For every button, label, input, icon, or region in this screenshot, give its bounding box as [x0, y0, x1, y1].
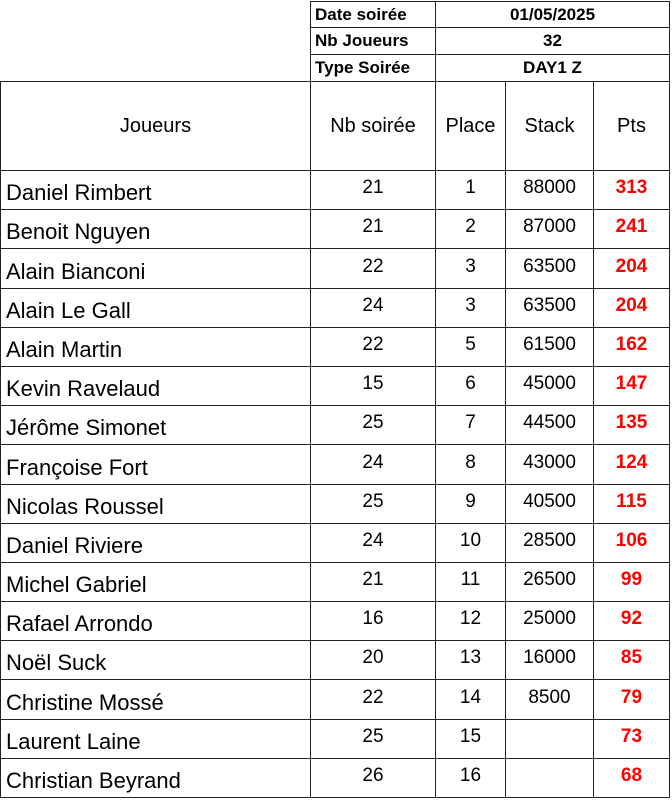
stack-cell[interactable]: 43000 [505, 444, 594, 485]
pts-cell[interactable]: 204 [593, 288, 670, 328]
pts-cell[interactable]: 92 [593, 601, 670, 641]
stack-cell[interactable]: 40500 [505, 484, 594, 524]
stack-cell[interactable] [505, 719, 594, 759]
pts-cell[interactable]: 135 [593, 405, 670, 445]
player-name[interactable]: Alain Martin [0, 327, 311, 367]
stack-cell[interactable]: 63500 [505, 248, 594, 289]
place-cell[interactable]: 10 [435, 523, 506, 563]
player-name[interactable]: Alain Bianconi [0, 248, 311, 289]
column-header: Nb soirée [310, 81, 436, 171]
nb-soiree-cell[interactable]: 25 [310, 719, 436, 759]
place-cell[interactable]: 11 [435, 562, 506, 602]
column-header: Stack [505, 81, 594, 171]
player-name[interactable]: Michel Gabriel [0, 562, 311, 602]
info-value[interactable]: DAY1 Z [435, 54, 670, 82]
pts-cell[interactable]: 99 [593, 562, 670, 602]
pts-cell[interactable]: 147 [593, 366, 670, 406]
player-name[interactable]: Rafael Arrondo [0, 601, 311, 641]
nb-soiree-cell[interactable]: 25 [310, 484, 436, 524]
player-name[interactable]: Laurent Laine [0, 719, 311, 759]
nb-soiree-cell[interactable]: 20 [310, 640, 436, 680]
nb-soiree-cell[interactable]: 24 [310, 288, 436, 328]
place-cell[interactable]: 1 [435, 170, 506, 210]
nb-soiree-cell[interactable]: 25 [310, 405, 436, 445]
stack-cell[interactable]: 88000 [505, 170, 594, 210]
stack-cell[interactable]: 25000 [505, 601, 594, 641]
info-label: Type Soirée [310, 54, 436, 82]
pts-cell[interactable]: 85 [593, 640, 670, 680]
player-name[interactable]: Noël Suck [0, 640, 311, 680]
player-name[interactable]: Françoise Fort [0, 444, 311, 485]
place-cell[interactable]: 14 [435, 679, 506, 720]
info-label: Nb Joueurs [310, 27, 436, 55]
nb-soiree-cell[interactable]: 24 [310, 444, 436, 485]
nb-soiree-cell[interactable]: 21 [310, 209, 436, 249]
nb-soiree-cell[interactable]: 21 [310, 562, 436, 602]
nb-soiree-cell[interactable]: 16 [310, 601, 436, 641]
nb-soiree-cell[interactable]: 22 [310, 679, 436, 720]
stack-cell[interactable] [505, 758, 594, 798]
player-name[interactable]: Kevin Ravelaud [0, 366, 311, 406]
place-cell[interactable]: 5 [435, 327, 506, 367]
pts-cell[interactable]: 106 [593, 523, 670, 563]
nb-soiree-cell[interactable]: 22 [310, 248, 436, 289]
nb-soiree-cell[interactable]: 21 [310, 170, 436, 210]
place-cell[interactable]: 3 [435, 248, 506, 289]
place-cell[interactable]: 6 [435, 366, 506, 406]
pts-cell[interactable]: 115 [593, 484, 670, 524]
pts-cell[interactable]: 162 [593, 327, 670, 367]
nb-soiree-cell[interactable]: 24 [310, 523, 436, 563]
place-cell[interactable]: 16 [435, 758, 506, 798]
info-value[interactable]: 32 [435, 27, 670, 55]
pts-cell[interactable]: 204 [593, 248, 670, 289]
stack-cell[interactable]: 61500 [505, 327, 594, 367]
player-name[interactable]: Christine Mossé [0, 679, 311, 720]
pts-cell[interactable]: 124 [593, 444, 670, 485]
player-name[interactable]: Benoit Nguyen [0, 209, 311, 249]
pts-cell[interactable]: 73 [593, 719, 670, 759]
stack-cell[interactable]: 28500 [505, 523, 594, 563]
column-header: Place [435, 81, 506, 171]
place-cell[interactable]: 3 [435, 288, 506, 328]
stack-cell[interactable]: 45000 [505, 366, 594, 406]
player-name[interactable]: Christian Beyrand [0, 758, 311, 798]
pts-cell[interactable]: 79 [593, 679, 670, 720]
stack-cell[interactable]: 16000 [505, 640, 594, 680]
place-cell[interactable]: 9 [435, 484, 506, 524]
place-cell[interactable]: 2 [435, 209, 506, 249]
column-header: Joueurs [0, 81, 311, 171]
place-cell[interactable]: 8 [435, 444, 506, 485]
player-name[interactable]: Daniel Rimbert [0, 170, 311, 210]
stack-cell[interactable]: 87000 [505, 209, 594, 249]
place-cell[interactable]: 12 [435, 601, 506, 641]
place-cell[interactable]: 7 [435, 405, 506, 445]
stack-cell[interactable]: 44500 [505, 405, 594, 445]
place-cell[interactable]: 13 [435, 640, 506, 680]
place-cell[interactable]: 15 [435, 719, 506, 759]
nb-soiree-cell[interactable]: 26 [310, 758, 436, 798]
player-name[interactable]: Nicolas Roussel [0, 484, 311, 524]
stack-cell[interactable]: 8500 [505, 679, 594, 720]
column-header: Pts [593, 81, 670, 171]
nb-soiree-cell[interactable]: 15 [310, 366, 436, 406]
pts-cell[interactable]: 313 [593, 170, 670, 210]
pts-cell[interactable]: 241 [593, 209, 670, 249]
stack-cell[interactable]: 26500 [505, 562, 594, 602]
info-label: Date soirée [310, 1, 436, 28]
stack-cell[interactable]: 63500 [505, 288, 594, 328]
pts-cell[interactable]: 68 [593, 758, 670, 798]
player-name[interactable]: Alain Le Gall [0, 288, 311, 328]
info-value[interactable]: 01/05/2025 [435, 1, 670, 28]
player-name[interactable]: Daniel Riviere [0, 523, 311, 563]
nb-soiree-cell[interactable]: 22 [310, 327, 436, 367]
player-name[interactable]: Jérôme Simonet [0, 405, 311, 445]
